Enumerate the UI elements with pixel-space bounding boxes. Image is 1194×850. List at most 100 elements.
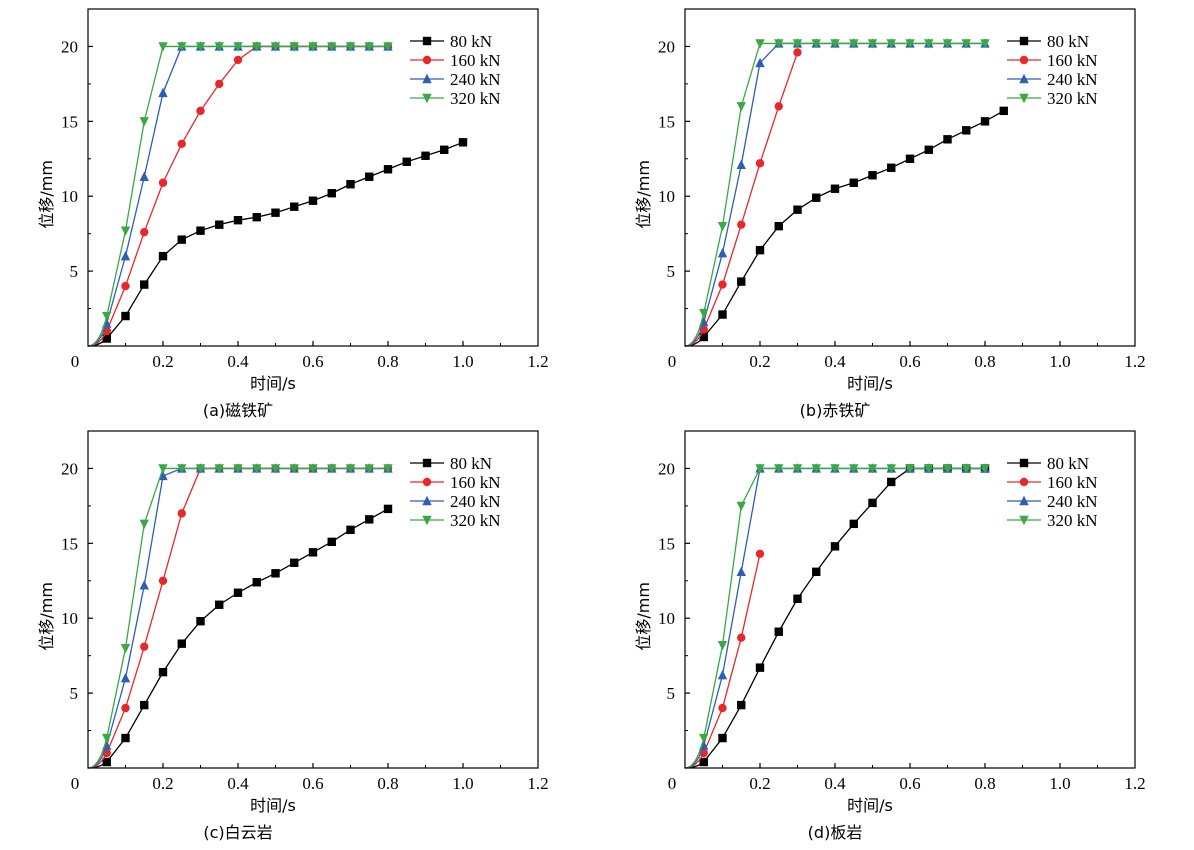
data-point [905, 464, 915, 474]
legend-marker [1019, 495, 1029, 506]
chart-svg: 0 0.2 0.4 0.6 0.8 1.0 1.2 5 10 15 20 时间/s 位移/mm 80 kN… [37, 8, 549, 393]
data-point [736, 501, 746, 512]
x-tick-label: 1.0 [452, 774, 473, 793]
data-point [830, 184, 840, 193]
data-point [290, 558, 299, 568]
data-point [233, 215, 243, 225]
x-tick-label: 0 [668, 774, 677, 793]
series-2 [684, 48, 802, 347]
y-axis-title: 位移/mm [634, 160, 653, 229]
x-tick-label: 1.2 [1124, 774, 1145, 793]
data-point [289, 42, 299, 52]
legend-marker [1019, 36, 1029, 46]
data-point [736, 159, 746, 169]
data-point [755, 159, 765, 168]
legend-marker [1019, 477, 1029, 487]
series-line [87, 45, 388, 347]
chart-caption: (c)白云岩 [203, 823, 273, 842]
y-tick-label: 20 [61, 459, 78, 478]
data-point [699, 332, 708, 342]
data-point [270, 42, 281, 52]
data-point [792, 39, 803, 49]
data-point [120, 226, 131, 236]
x-tick-label: 1.0 [452, 352, 473, 371]
data-point [158, 87, 168, 98]
data-point [308, 196, 318, 205]
data-point [737, 277, 746, 286]
data-point [830, 39, 840, 49]
data-point [980, 464, 990, 474]
data-point [158, 667, 168, 677]
data-point [811, 39, 821, 49]
chart-svg: 0 0.2 0.4 0.6 0.8 1.0 1.2 5 10 15 20 时间/s 位移/mm 80 kN… [634, 8, 1146, 393]
data-point [214, 42, 224, 52]
y-tick-label: 10 [658, 609, 675, 628]
y-tick-label: 15 [61, 112, 78, 131]
data-point [121, 281, 130, 291]
legend-marker [1019, 55, 1029, 65]
legend-marker [422, 73, 432, 84]
legend-label: 80 kN [450, 32, 492, 51]
series-line [87, 45, 388, 347]
series-3 [87, 41, 393, 347]
data-point [158, 464, 168, 474]
data-point [177, 639, 186, 648]
series-3 [684, 463, 990, 769]
data-point [252, 464, 262, 474]
data-point [139, 117, 149, 127]
data-point [980, 117, 990, 126]
data-point [233, 464, 243, 474]
legend-marker [422, 495, 432, 506]
data-point [364, 464, 374, 474]
legend-label: 80 kN [1047, 32, 1089, 51]
series-line [87, 467, 388, 769]
data-point [158, 251, 168, 261]
legend-label: 240 kN [450, 70, 501, 89]
x-axis-title: 时间/s [847, 374, 893, 393]
legend-label: 80 kN [450, 454, 492, 473]
data-point [811, 464, 821, 474]
data-point [440, 145, 449, 154]
data-point [755, 39, 765, 49]
data-point [120, 672, 131, 683]
x-axis-title: 时间/s [250, 374, 296, 393]
y-axis-title: 位移/mm [634, 582, 653, 651]
legend-marker [422, 515, 432, 526]
y-tick-label: 20 [658, 459, 675, 478]
data-point [140, 642, 149, 651]
data-point [308, 548, 318, 557]
chart-svg: 0 0.2 0.4 0.6 0.8 1.0 1.2 5 10 15 20 时间/s 位移/mm 80 kN… [37, 430, 549, 815]
data-point [177, 464, 187, 474]
data-point [139, 580, 149, 590]
x-tick-label: 0.8 [377, 352, 398, 371]
data-point [755, 549, 765, 559]
x-tick-label: 1.2 [527, 774, 548, 793]
data-point [774, 464, 784, 474]
y-tick-label: 20 [61, 37, 78, 56]
x-tick-label: 1.2 [1124, 352, 1145, 371]
data-point [233, 55, 243, 65]
data-point [252, 42, 262, 52]
y-tick-label: 20 [658, 37, 675, 56]
data-point [121, 703, 130, 713]
series-4 [87, 464, 393, 769]
chart-panel-c: 0 0.2 0.4 0.6 0.8 1.0 1.2 5 10 15 20 时间/s 位移/mm 80 kN… [0, 422, 597, 847]
y-tick-label: 15 [658, 112, 675, 131]
data-point [699, 308, 709, 319]
data-point [308, 42, 318, 52]
data-point [886, 39, 896, 49]
x-tick-label: 0.8 [377, 774, 398, 793]
data-point [158, 470, 168, 481]
data-point [942, 39, 953, 49]
data-point [215, 220, 224, 229]
x-tick-label: 0.4 [824, 352, 846, 371]
data-point [717, 640, 728, 651]
chart-panel-a: 0 0.2 0.4 0.6 0.8 1.0 1.2 5 10 15 20 时间/s 位移/mm 80 kN… [0, 0, 597, 425]
x-tick-label: 0.6 [302, 352, 323, 371]
series-2 [87, 464, 393, 769]
data-point [365, 172, 374, 181]
data-point [421, 151, 430, 160]
data-point [271, 208, 280, 217]
data-point [887, 477, 896, 487]
